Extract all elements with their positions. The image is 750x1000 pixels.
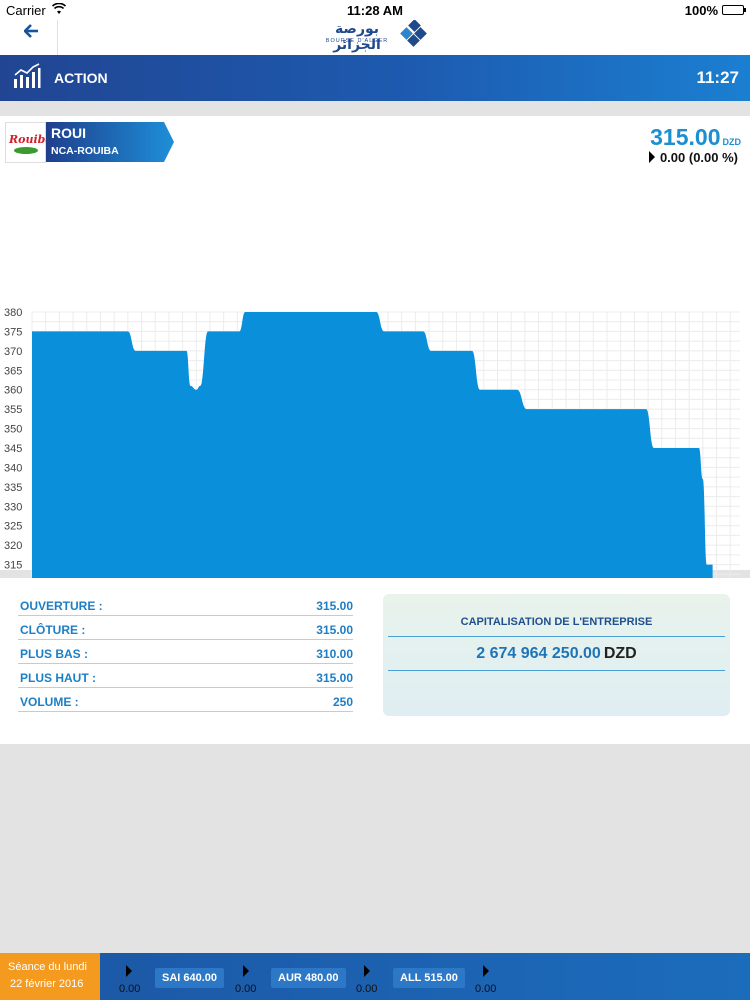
y-tick-label: 355 <box>4 404 22 416</box>
stat-row-volume: VOLUME : 250 <box>18 688 353 712</box>
play-triangle-icon <box>126 965 132 977</box>
company-logo: Rouiba <box>5 122 52 163</box>
y-tick-label: 380 <box>4 307 22 319</box>
stats-panel: OUVERTURE : 315.00 CLÔTURE : 315.00 PLUS… <box>0 578 750 744</box>
stat-row-cloture: CLÔTURE : 315.00 <box>18 616 353 640</box>
leaf-icon <box>14 147 38 154</box>
logo-diamond-icon <box>400 20 427 47</box>
price-currency: DZD <box>722 137 742 147</box>
stat-label: PLUS HAUT : <box>20 671 96 685</box>
y-tick-label: 325 <box>4 521 22 533</box>
ticker-change: 0.00 <box>475 983 497 995</box>
ticker-change: 0.00 <box>235 983 257 995</box>
nav-divider <box>57 20 58 55</box>
capitalisation-box: CAPITALISATION DE L'ENTREPRISE 2 674 964… <box>383 594 730 716</box>
play-triangle-icon <box>483 965 489 977</box>
stock-price: 315.00 <box>650 124 721 150</box>
stock-panel: Rouiba ROUI NCA-ROUIBA 315.00 DZD 0.00 (0… <box>0 116 750 648</box>
stat-row-plus-haut: PLUS HAUT : 315.00 <box>18 664 353 688</box>
y-tick-label: 365 <box>4 365 22 377</box>
price-change: 0.00 (0.00 %) <box>648 150 738 165</box>
divider <box>388 636 725 637</box>
logo-text: بورصة الجزائر <box>333 21 381 53</box>
session-date: 22 février 2016 <box>10 978 84 990</box>
status-time: 11:28 AM <box>347 3 403 18</box>
bar-chart-icon <box>14 63 41 88</box>
ticker-banner-shape <box>46 122 174 162</box>
ticker-chip[interactable]: SAI 640.00 <box>155 968 225 988</box>
session-box: Séance du lundi 22 février 2016 <box>0 953 100 1000</box>
y-tick-label: 315 <box>4 560 22 572</box>
stock-ticker: ROUI <box>51 125 86 141</box>
ticker-banner: ROUI NCA-ROUIBA <box>46 122 174 162</box>
price-area <box>32 312 713 584</box>
play-triangle-icon <box>648 151 655 163</box>
page-title: ACTION <box>54 70 108 86</box>
price-change-value: 0.00 (0.00 %) <box>659 150 738 165</box>
play-triangle-icon <box>364 965 370 977</box>
divider <box>388 670 725 671</box>
session-day: Séance du lundi <box>8 961 87 973</box>
nav-bar: بورصة الجزائر BOURSE D'ALGER <box>0 20 750 55</box>
company-name: NCA-ROUIBA <box>51 145 119 157</box>
ticker-change: 0.00 <box>356 983 378 995</box>
section-header: ACTION 11:27 <box>0 55 750 101</box>
capitalisation-title: CAPITALISATION DE L'ENTREPRISE <box>460 616 653 628</box>
play-triangle-icon <box>243 965 249 977</box>
header-clock: 11:27 <box>696 68 739 87</box>
arrow-left-icon <box>24 24 38 38</box>
ticker-chip[interactable]: ALL 515.00 <box>393 968 465 988</box>
y-tick-label: 320 <box>4 540 22 552</box>
ticker-change: 0.00 <box>119 983 141 995</box>
stat-value: 315.00 <box>316 671 353 685</box>
status-bar: Carrier 11:28 AM 100% <box>0 0 750 20</box>
y-tick-label: 345 <box>4 443 22 455</box>
stat-value: 315.00 <box>316 599 353 613</box>
stat-value: 315.00 <box>316 623 353 637</box>
y-tick-label: 340 <box>4 462 22 474</box>
stat-label: VOLUME : <box>20 695 79 709</box>
y-tick-label: 335 <box>4 482 22 494</box>
y-tick-label: 350 <box>4 424 22 436</box>
stat-label: OUVERTURE : <box>20 599 103 613</box>
company-logo-text: Rouiba <box>9 133 53 146</box>
y-tick-label: 330 <box>4 501 22 513</box>
carrier-label: Carrier <box>6 3 46 18</box>
bourse-logo: بورصة الجزائر BOURSE D'ALGER <box>312 20 432 53</box>
capitalisation-currency: DZD <box>603 645 637 662</box>
back-button[interactable] <box>18 22 44 44</box>
stat-value: 250 <box>332 695 353 709</box>
battery-icon <box>722 5 746 15</box>
ticker-chip[interactable]: AUR 480.00 <box>271 968 346 988</box>
wifi-icon <box>52 3 66 14</box>
y-tick-label: 375 <box>4 326 22 338</box>
capitalisation-value: 2 674 964 250.00 <box>476 645 601 662</box>
y-tick-label: 360 <box>4 385 22 397</box>
logo-subtitle: BOURSE D'ALGER <box>325 38 389 44</box>
price-block: 315.00 DZD <box>650 124 741 151</box>
stat-row-ouverture: OUVERTURE : 315.00 <box>18 592 353 616</box>
battery-percent: 100% <box>684 3 718 18</box>
stat-value: 310.00 <box>316 647 353 661</box>
stat-label: PLUS BAS : <box>20 647 89 661</box>
market-ticker-bar: Séance du lundi 22 février 2016 0.00 SAI… <box>0 953 750 1000</box>
stat-row-plus-bas: PLUS BAS : 310.00 <box>18 640 353 664</box>
stat-label: CLÔTURE : <box>20 623 86 637</box>
y-tick-label: 370 <box>4 346 22 358</box>
capitalisation-value-row: 2 674 964 250.00 DZD <box>383 645 730 663</box>
